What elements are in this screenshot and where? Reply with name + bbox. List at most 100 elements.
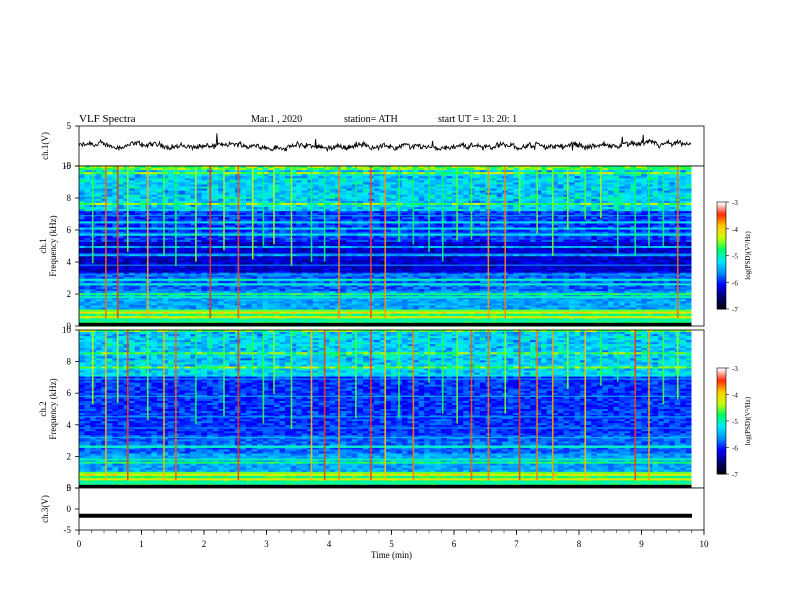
spectrogram-cell xyxy=(179,182,186,186)
spectrogram-cell xyxy=(101,166,108,169)
spectrogram-cell xyxy=(268,215,275,218)
spectrogram-cell xyxy=(641,174,648,177)
spectrogram-cell xyxy=(596,219,604,222)
spectrogram-cell xyxy=(641,215,648,218)
spectrogram-cell xyxy=(602,250,609,253)
spectrogram-cell xyxy=(418,211,425,214)
spectrogram-cell xyxy=(184,248,191,251)
spectrogram-cell xyxy=(168,196,175,200)
spectrogram-cell xyxy=(607,174,615,177)
spectrogram-cell xyxy=(591,223,598,227)
spectrogram-cell xyxy=(552,219,559,222)
spectrogram-cell xyxy=(112,178,119,181)
spectrogram-cell xyxy=(324,202,331,206)
spectrogram-cell xyxy=(646,184,654,188)
spectrogram-cell xyxy=(273,233,281,237)
spectrogram-cell xyxy=(95,258,102,261)
spectrogram-cell xyxy=(117,198,125,202)
spectrogram-cell xyxy=(585,168,592,171)
spectrogram-cell xyxy=(524,250,531,253)
spectrogram-cell xyxy=(201,215,208,218)
spectrogram-cell xyxy=(106,188,114,192)
spectrogram-cell xyxy=(374,198,381,202)
spectrogram-cell xyxy=(296,204,303,208)
spectrogram-cell xyxy=(285,215,292,218)
spectrogram-cell xyxy=(652,170,659,173)
spectrogram-cell xyxy=(658,198,665,202)
spectrogram-cell xyxy=(179,188,186,192)
spectrogram-cell xyxy=(457,192,464,196)
spectrogram-cell xyxy=(518,219,526,222)
spectrogram-cell xyxy=(106,221,114,225)
spectrogram-cell xyxy=(84,227,91,231)
spectrogram-cell xyxy=(212,182,219,186)
spectrogram-cell xyxy=(652,229,659,233)
spectrogram-cell xyxy=(518,184,526,188)
spectrogram-cell xyxy=(374,172,381,175)
spectrogram-cell xyxy=(546,190,553,194)
spectrogram-cell xyxy=(624,223,631,227)
spectrogram-cell xyxy=(602,166,609,169)
spectrogram-cell xyxy=(418,204,425,208)
spectrogram-cell xyxy=(362,219,370,222)
spectrogram-cell xyxy=(184,176,191,179)
spectrogram-cell xyxy=(624,233,631,237)
spectrogram-cell xyxy=(285,172,292,175)
spectrogram-cell xyxy=(418,225,425,229)
spectrogram-cell xyxy=(324,213,331,216)
spectrogram-cell xyxy=(257,258,264,261)
spectrogram-cell xyxy=(479,223,487,227)
spectrogram-cell xyxy=(173,204,180,208)
spectrogram-cell xyxy=(546,235,553,239)
spectrogram-cell xyxy=(569,246,576,249)
spectrogram-cell xyxy=(630,168,637,171)
spectrogram-cell xyxy=(374,229,381,233)
spectrogram-cell xyxy=(468,246,475,249)
spectrogram-cell xyxy=(413,178,420,181)
spectrogram-cell xyxy=(156,184,164,188)
spectrogram-cell xyxy=(379,184,386,188)
spectrogram-cell xyxy=(218,215,225,218)
spectrogram-cell xyxy=(168,235,175,239)
spectrogram-cell xyxy=(585,246,592,249)
spectrogram-cell xyxy=(212,229,219,233)
spectrogram-cell xyxy=(246,168,253,171)
spectrogram-cell xyxy=(156,182,164,186)
spectrogram-cell xyxy=(240,235,247,239)
spectrogram-cell xyxy=(340,207,347,210)
spectrogram-cell xyxy=(541,200,548,204)
spectrogram-cell xyxy=(624,174,631,177)
spectrogram-cell xyxy=(123,243,130,247)
spectrogram-cell xyxy=(446,196,453,200)
spectrogram-cell xyxy=(474,192,481,196)
spectrogram-cell xyxy=(452,204,459,208)
spectrogram-cell xyxy=(218,254,225,257)
spectrogram-cell xyxy=(112,168,119,171)
spectrogram-cell xyxy=(162,256,169,259)
spectrogram-cell xyxy=(279,250,286,253)
spectrogram-cell xyxy=(496,200,503,204)
spectrogram-cell xyxy=(635,174,642,177)
spectrogram-cell xyxy=(240,188,247,192)
spectrogram-cell xyxy=(669,246,676,249)
spectrogram-cell xyxy=(273,190,281,194)
spectrogram-cell xyxy=(385,178,392,181)
spectrogram-cell xyxy=(173,225,180,229)
spectrogram-cell xyxy=(229,184,236,188)
spectrogram-cell xyxy=(591,190,598,194)
spectrogram-cell xyxy=(101,202,108,206)
spectrogram-cell xyxy=(285,211,292,214)
spectrogram-cell xyxy=(685,170,693,173)
spectrogram-cell xyxy=(557,184,565,188)
spectrogram-cell xyxy=(318,243,325,247)
spectrogram-cell xyxy=(79,178,86,181)
spectrogram-cell xyxy=(279,211,286,214)
spectrogram-cell xyxy=(658,221,665,225)
spectrogram-cell xyxy=(585,239,592,243)
spectrogram-cell xyxy=(257,229,264,233)
spectrogram-cell xyxy=(312,188,320,192)
spectrogram-cell xyxy=(546,213,553,216)
spectrogram-cell xyxy=(607,168,615,171)
spectrogram-cell xyxy=(457,246,464,249)
spectrogram-cell xyxy=(168,248,175,251)
